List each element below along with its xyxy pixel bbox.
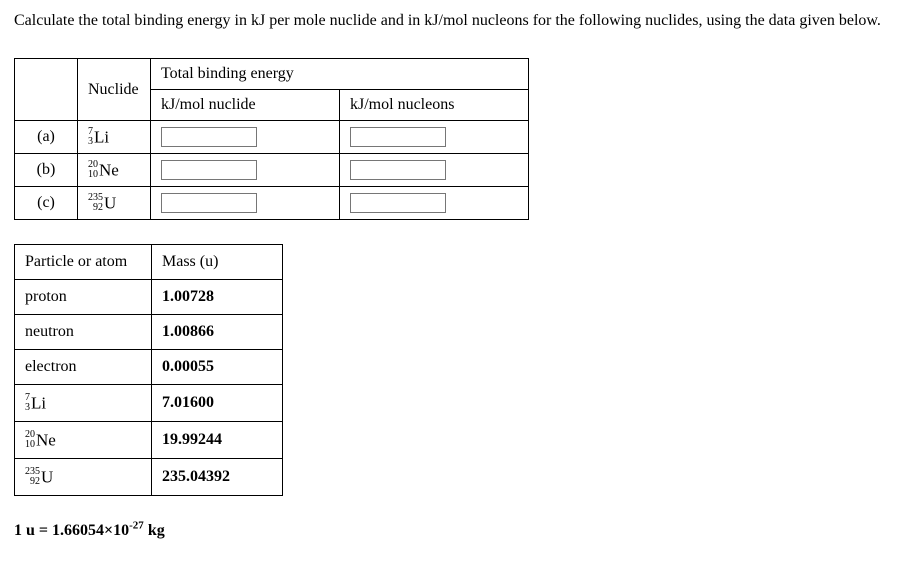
- mass-row: electron 0.00055: [15, 350, 283, 385]
- mass-value: 0.00055: [152, 350, 283, 385]
- mass-row: proton 1.00728: [15, 280, 283, 315]
- answer-row-a: (a) 73Li: [15, 121, 529, 154]
- header-per-nuclide: kJ/mol nuclide: [151, 90, 340, 121]
- mass-row: 2010Ne 19.99244: [15, 422, 283, 459]
- row-label: (c): [15, 187, 78, 220]
- header-nuclide: Nuclide: [78, 59, 151, 121]
- particle-nuclide: 73Li: [15, 385, 152, 422]
- mass-value: 235.04392: [152, 459, 283, 496]
- header-blank: [15, 59, 78, 121]
- mass-value: 19.99244: [152, 422, 283, 459]
- mass-row: 23592U 235.04392: [15, 459, 283, 496]
- mass-value: 1.00728: [152, 280, 283, 315]
- nuclide-cell: 23592U: [78, 187, 151, 220]
- nuclide-cell: 73Li: [78, 121, 151, 154]
- input-a-nuclide[interactable]: [161, 127, 257, 147]
- header-particle: Particle or atom: [15, 245, 152, 280]
- particle-nuclide: 2010Ne: [15, 422, 152, 459]
- conversion-footnote: 1 u = 1.66054×10-27 kg: [14, 520, 888, 540]
- header-total-binding: Total binding energy: [151, 59, 529, 90]
- mass-row: 73Li 7.01600: [15, 385, 283, 422]
- answer-table: Nuclide Total binding energy kJ/mol nucl…: [14, 58, 529, 220]
- instruction-text: Calculate the total binding energy in kJ…: [14, 12, 888, 30]
- header-per-nucleon: kJ/mol nucleons: [340, 90, 529, 121]
- particle-name: electron: [15, 350, 152, 385]
- input-a-nucleon[interactable]: [350, 127, 446, 147]
- mass-value: 7.01600: [152, 385, 283, 422]
- row-label: (a): [15, 121, 78, 154]
- particle-name: proton: [15, 280, 152, 315]
- input-b-nuclide[interactable]: [161, 160, 257, 180]
- mass-row: neutron 1.00866: [15, 315, 283, 350]
- header-mass: Mass (u): [152, 245, 283, 280]
- answer-row-b: (b) 2010Ne: [15, 154, 529, 187]
- row-label: (b): [15, 154, 78, 187]
- nuclide-cell: 2010Ne: [78, 154, 151, 187]
- input-c-nucleon[interactable]: [350, 193, 446, 213]
- particle-name: neutron: [15, 315, 152, 350]
- particle-nuclide: 23592U: [15, 459, 152, 496]
- mass-value: 1.00866: [152, 315, 283, 350]
- answer-row-c: (c) 23592U: [15, 187, 529, 220]
- input-c-nuclide[interactable]: [161, 193, 257, 213]
- mass-table: Particle or atom Mass (u) proton 1.00728…: [14, 244, 283, 496]
- input-b-nucleon[interactable]: [350, 160, 446, 180]
